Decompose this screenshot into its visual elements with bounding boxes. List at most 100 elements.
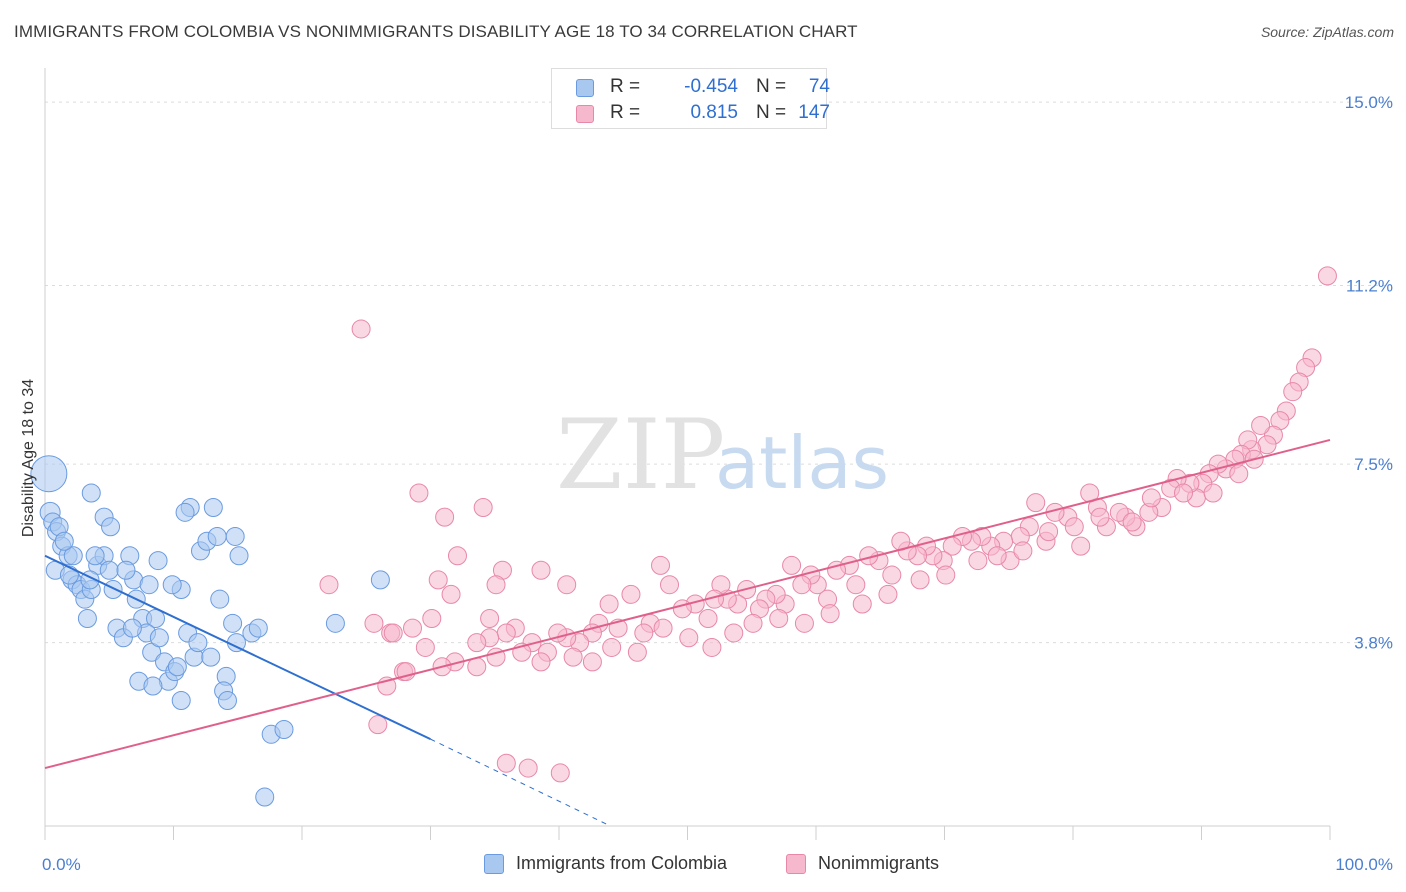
point-nonimmigrant [1090,507,1110,527]
point-nonimmigrant [364,613,384,633]
point-nonimmigrant [1109,502,1129,522]
legend-r-value: -0.454 [684,76,738,97]
point-colombia [139,575,159,595]
correlation-legend: R = -0.454 N = 74 R = 0.815 N = 147 [551,68,830,129]
point-nonimmigrant [441,584,461,604]
point-colombia [103,580,123,600]
legend-n-value: 74 [808,76,830,97]
point-nonimmigrant [987,546,1007,566]
data-points [30,266,1337,807]
point-nonimmigrant [1229,464,1249,484]
trend-line-nonimmigrants [44,438,1331,770]
bottom-legend-label-nonimmigrants: Nonimmigrants [818,853,940,873]
point-nonimmigrant [724,623,744,643]
point-colombia [325,613,345,633]
point-nonimmigrant [627,642,647,662]
point-nonimmigrant [1013,541,1033,561]
point-colombia [274,719,294,739]
point-nonimmigrant [660,575,680,595]
point-nonimmigrant [435,507,455,527]
x-tick-labels: 0.0% 100.0% [42,855,1393,874]
legend-r-value: 0.815 [690,102,738,123]
point-nonimmigrant [794,613,814,633]
bottom-legend-swatch-colombia [484,854,504,874]
point-nonimmigrant [852,594,872,614]
axes [44,68,1331,840]
point-nonimmigrant [1174,483,1194,503]
point-colombia [370,570,390,590]
point-nonimmigrant [557,575,577,595]
point-colombia [101,517,121,537]
point-colombia [63,546,83,566]
point-colombia [149,628,169,648]
point-nonimmigrant [936,565,956,585]
point-nonimmigrant [467,633,487,653]
bottom-legend-label-colombia: Immigrants from Colombia [516,853,728,873]
trend-line-colombia-extension [430,738,611,827]
y-tick-labels: 3.8% 7.5% 11.2% 15.0% [1345,93,1393,652]
point-colombia [229,546,249,566]
grid-lines [45,101,1392,644]
point-nonimmigrant [428,570,448,590]
point-nonimmigrant [1026,493,1046,513]
point-colombia [85,546,105,566]
point-nonimmigrant [769,608,789,628]
point-nonimmigrant [496,623,516,643]
point-colombia [175,502,195,522]
point-nonimmigrant [1203,483,1223,503]
point-nonimmigrant [1122,512,1142,532]
point-nonimmigrant [1283,382,1303,402]
legend-n-value: 147 [798,102,830,123]
point-nonimmigrant [1141,488,1161,508]
point-nonimmigrant [383,623,403,643]
point-colombia [77,608,97,628]
point-colombia [217,691,237,711]
legend-r-label: R = [610,102,641,123]
point-nonimmigrant [910,570,930,590]
point-nonimmigrant [602,637,622,657]
point-nonimmigrant [409,483,429,503]
point-colombia [146,608,166,628]
y-tick-label: 3.8% [1354,634,1393,653]
trend-lines [44,438,1331,827]
legend-r-label: R = [610,76,641,97]
point-nonimmigrant [820,604,840,624]
point-nonimmigrant [447,546,467,566]
point-colombia [201,647,221,667]
point-colombia [143,676,163,696]
point-nonimmigrant [621,584,641,604]
point-nonimmigrant [743,613,763,633]
point-colombia [116,560,136,580]
point-colombia [122,618,142,638]
y-tick-label: 15.0% [1345,93,1393,112]
y-tick-label: 7.5% [1354,455,1393,474]
point-nonimmigrant [422,608,442,628]
legend-n-label: N = [756,102,787,123]
point-colombia [188,633,208,653]
point-nonimmigrant [1317,266,1337,286]
point-nonimmigrant [403,618,423,638]
point-nonimmigrant [651,555,671,575]
point-nonimmigrant [1071,536,1091,556]
point-nonimmigrant [702,637,722,657]
point-nonimmigrant [531,652,551,672]
point-nonimmigrant [679,628,699,648]
point-nonimmigrant [653,618,673,638]
point-nonimmigrant [846,575,866,595]
point-nonimmigrant [782,555,802,575]
point-colombia [162,575,182,595]
point-nonimmigrant [486,575,506,595]
point-nonimmigrant [599,594,619,614]
point-nonimmigrant [1064,517,1084,537]
point-nonimmigrant [496,753,516,773]
point-nonimmigrant [480,608,500,628]
point-nonimmigrant [531,560,551,580]
point-nonimmigrant [634,623,654,643]
point-nonimmigrant [882,565,902,585]
y-tick-label: 11.2% [1346,277,1393,296]
point-colombia [81,483,101,503]
point-nonimmigrant [319,575,339,595]
point-colombia [99,560,119,580]
point-nonimmigrant [792,575,812,595]
